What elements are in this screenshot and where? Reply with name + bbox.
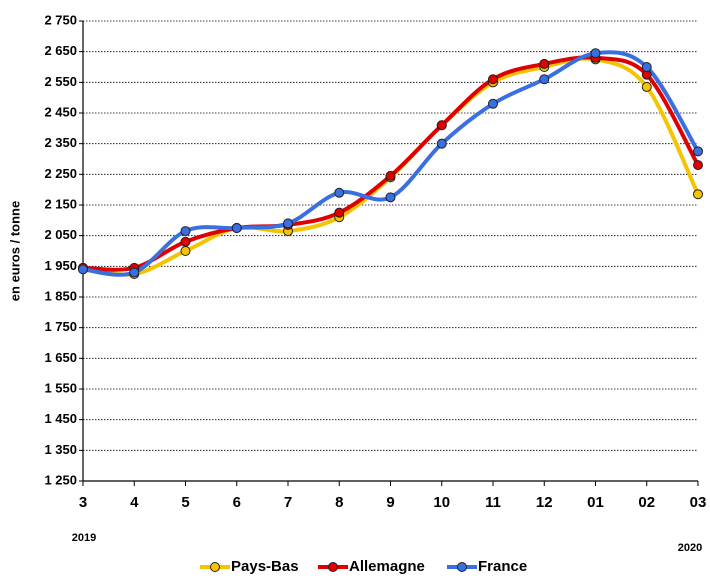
point-marker	[283, 218, 293, 229]
year-label: 2020	[678, 542, 702, 554]
point-marker	[641, 81, 652, 92]
x-tick-label: 11	[485, 494, 501, 511]
y-tick-label: 1 350	[44, 442, 77, 457]
y-tick-label: 1 250	[44, 472, 77, 487]
x-tick-label: 03	[690, 494, 707, 511]
x-tick-label: 8	[335, 494, 343, 511]
y-tick-label: 1 750	[44, 319, 77, 334]
x-tick-label: 01	[587, 494, 604, 511]
x-tick-label: 3	[79, 494, 87, 511]
point-marker	[129, 267, 140, 278]
y-tick-label: 1 850	[44, 288, 77, 303]
y-tick-label: 2 050	[44, 227, 77, 242]
legend-label: Allemagne	[349, 558, 425, 575]
point-marker	[539, 58, 550, 69]
x-tick-label: 10	[433, 494, 450, 511]
legend-label: France	[478, 558, 527, 575]
legend-marker	[328, 562, 338, 572]
point-marker	[78, 264, 88, 275]
point-marker	[385, 192, 396, 203]
y-tick-label: 1 950	[44, 258, 77, 273]
y-tick-label: 2 750	[44, 12, 77, 27]
year-label: 2019	[72, 532, 96, 544]
y-tick-label: 2 450	[44, 104, 77, 119]
point-marker	[539, 74, 550, 85]
point-marker	[180, 236, 191, 247]
point-marker	[693, 146, 703, 157]
point-marker	[488, 98, 498, 109]
y-tick-label: 1 650	[44, 350, 77, 365]
point-marker	[436, 120, 447, 131]
point-marker	[231, 223, 242, 233]
point-marker	[693, 160, 703, 171]
y-axis-label: en euros / tonne	[7, 201, 22, 301]
legend-marker	[457, 562, 467, 572]
legend-label: Pays-Bas	[231, 558, 299, 575]
y-tick-label: 2 150	[44, 196, 77, 211]
x-tick-label: 6	[233, 494, 241, 511]
legend-marker	[210, 562, 220, 572]
point-marker	[641, 62, 652, 72]
point-marker	[693, 189, 703, 200]
point-marker	[334, 207, 345, 218]
point-marker	[334, 187, 345, 198]
point-marker	[590, 48, 601, 59]
series-line	[82, 50, 700, 277]
point-marker	[385, 170, 396, 181]
y-tick-label: 2 550	[44, 74, 77, 89]
y-tick-label: 2 350	[44, 135, 77, 150]
x-tick-label: 4	[130, 494, 139, 511]
y-tick-label: 2 250	[44, 166, 77, 181]
point-marker	[180, 226, 191, 237]
y-tick-label: 1 450	[44, 411, 77, 426]
point-marker	[436, 138, 447, 149]
x-tick-label: 7	[284, 494, 292, 511]
x-tick-label: 5	[181, 494, 189, 511]
x-tick-label: 02	[638, 494, 655, 511]
point-marker	[488, 74, 498, 85]
series-line	[82, 56, 700, 277]
y-tick-label: 2 650	[44, 43, 77, 58]
point-marker	[180, 246, 191, 256]
y-tick-label: 1 550	[44, 380, 77, 395]
x-tick-label: 12	[536, 494, 553, 511]
x-tick-label: 9	[386, 494, 394, 511]
